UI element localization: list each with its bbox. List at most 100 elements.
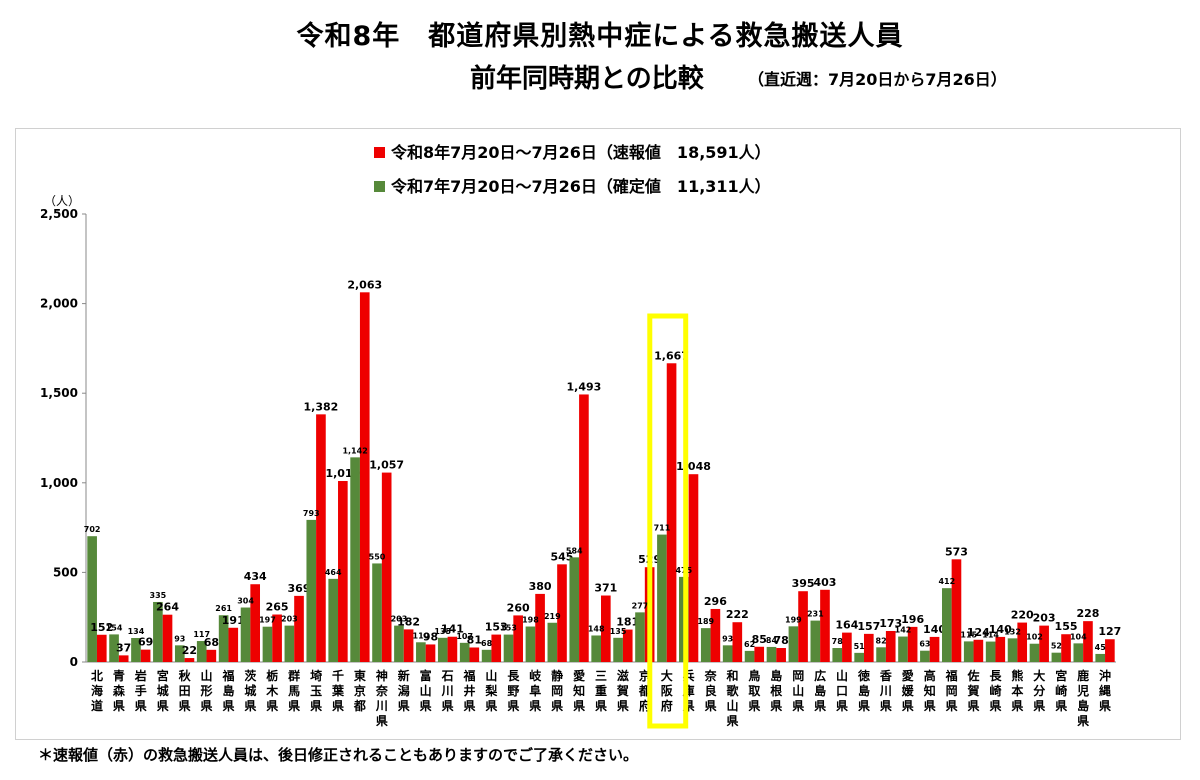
- y-tick-label: 1,500: [40, 386, 78, 400]
- bar-chart: 令和8年7月20日～7月26日（速報値 18,591人） 令和7年7月20日～7月…: [40, 143, 1121, 729]
- bar-current: [250, 584, 261, 662]
- y-tick-label: 1,000: [40, 476, 78, 490]
- data-label-current: 173: [879, 617, 902, 630]
- data-label-current: 124: [967, 626, 990, 639]
- x-tick-label: 佐賀県: [967, 668, 980, 713]
- bar-previous: [963, 641, 974, 662]
- data-label-previous: 584: [566, 546, 583, 555]
- bar-previous: [810, 620, 821, 662]
- data-label-previous: 114: [982, 631, 999, 640]
- y-tick-label: 2,000: [40, 297, 78, 311]
- bar-previous: [613, 637, 623, 662]
- data-label-previous: 304: [237, 597, 254, 606]
- bar-previous: [437, 637, 448, 662]
- bar-current: [1083, 621, 1093, 662]
- x-tick-label: 岐阜県: [529, 668, 542, 713]
- data-label-previous: 82: [876, 636, 887, 645]
- bar-current: [688, 474, 699, 662]
- bar-previous: [547, 622, 558, 662]
- x-tick-label: 熊本県: [1011, 668, 1023, 713]
- data-label-current: 181: [616, 616, 639, 629]
- x-tick-label: 山口県: [836, 668, 848, 713]
- data-label-current: 220: [1011, 609, 1034, 622]
- x-tick-label: 福島県: [221, 668, 234, 713]
- bar-current: [929, 636, 940, 662]
- bar-previous: [832, 648, 843, 662]
- bar-previous: [1029, 643, 1040, 662]
- data-label-previous: 153: [500, 624, 517, 633]
- data-label-current: 203: [1033, 612, 1056, 625]
- bar-current: [469, 647, 480, 662]
- bar-current: [907, 626, 918, 662]
- chart-title-line1: 令和8年 都道府県別熱中症による救急搬送人員: [296, 21, 904, 52]
- x-tick-label: 香川県: [879, 668, 892, 713]
- bar-previous: [876, 647, 886, 662]
- bar-current: [447, 636, 458, 662]
- y-tick-label: 0: [70, 655, 78, 669]
- x-tick-label: 福井県: [463, 668, 476, 713]
- bar-previous: [218, 615, 229, 662]
- x-tick-label: 愛媛県: [901, 668, 915, 713]
- x-tick-label: 福岡県: [945, 668, 958, 713]
- data-label-previous: 231: [807, 610, 824, 619]
- bar-current: [776, 648, 786, 662]
- data-label-previous: 793: [303, 509, 320, 518]
- data-label-current: 22: [182, 644, 197, 657]
- data-label-current: 85: [752, 633, 767, 646]
- data-label-current: 140: [923, 623, 946, 636]
- data-label-previous: 63: [919, 640, 930, 649]
- data-label-previous: 154: [106, 623, 123, 632]
- data-label-previous: 132: [1004, 627, 1021, 636]
- data-label-previous: 412: [938, 577, 955, 586]
- x-tick-label: 新潟県: [398, 668, 410, 713]
- bar-current: [316, 414, 326, 662]
- bar-current: [557, 564, 567, 662]
- x-tick-label: 茨城県: [244, 668, 256, 713]
- bar-current: [885, 630, 896, 662]
- legend-swatch-current: [374, 147, 385, 158]
- bar-current: [184, 658, 195, 662]
- bar-current: [666, 363, 677, 662]
- data-label-previous: 203: [281, 615, 298, 624]
- bar-previous: [459, 642, 470, 662]
- x-tick-label: 青森県: [113, 668, 126, 713]
- data-label-previous: 199: [785, 615, 802, 624]
- bar-previous: [240, 607, 251, 662]
- bar-previous: [481, 649, 492, 662]
- bar-previous: [262, 626, 273, 662]
- x-tick-label: 三重県: [595, 669, 607, 713]
- data-label-previous: 107: [456, 632, 473, 641]
- data-label-current: 196: [901, 613, 924, 626]
- data-label-previous: 1,142: [342, 446, 367, 455]
- x-tick-label: 高知県: [923, 668, 936, 713]
- bar-current: [425, 644, 436, 662]
- bar-previous: [1095, 653, 1106, 662]
- bar-current: [294, 595, 304, 662]
- data-label-current: 264: [156, 601, 179, 614]
- bar-current: [162, 614, 173, 662]
- data-label-current: 265: [266, 601, 289, 614]
- x-tick-label: 岩手県: [134, 668, 147, 713]
- data-label-previous: 261: [215, 604, 232, 613]
- data-label-previous: 335: [150, 591, 167, 600]
- data-label-current: 152: [90, 621, 113, 634]
- bar-current: [140, 649, 151, 662]
- data-label-previous: 198: [522, 616, 539, 625]
- x-tick-label: 徳島県: [857, 668, 870, 713]
- x-tick-label: 広島県: [814, 668, 826, 713]
- data-label-current: 1,667: [654, 349, 689, 362]
- bar-current: [535, 593, 545, 662]
- footnote: ＊速報値（赤）の救急搬送人員は、後日修正されることもありますのでご了承ください。: [38, 746, 639, 764]
- data-label-current: 222: [726, 608, 749, 621]
- x-tick-label: 鹿児島県: [1076, 668, 1089, 728]
- data-label-current: 434: [244, 570, 267, 583]
- bar-previous: [525, 626, 536, 662]
- bar-previous: [788, 626, 799, 662]
- bar-current: [710, 608, 721, 662]
- data-label-previous: 93: [722, 634, 733, 643]
- bar-previous: [372, 563, 382, 662]
- bar-current: [1105, 639, 1115, 662]
- bar-previous: [898, 636, 908, 662]
- bar-current: [228, 627, 239, 662]
- bar-current: [513, 615, 523, 662]
